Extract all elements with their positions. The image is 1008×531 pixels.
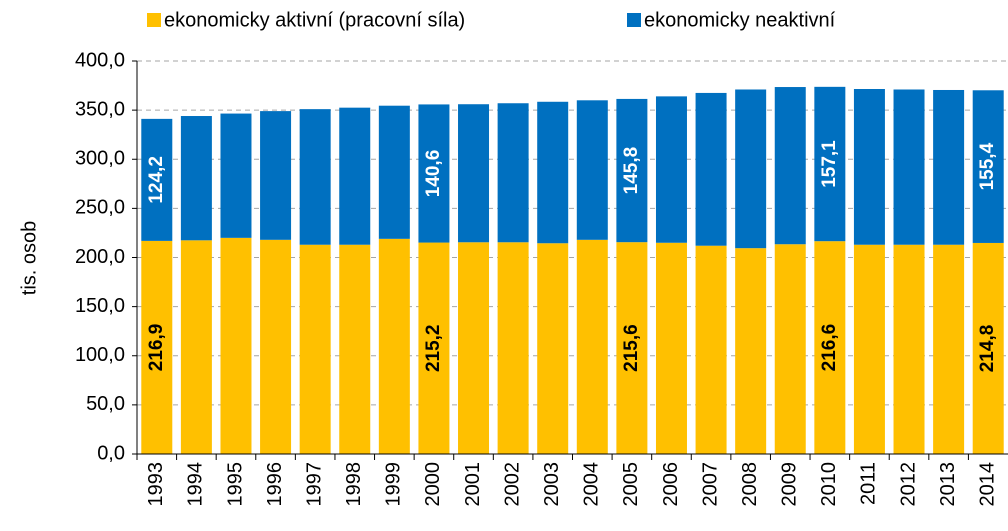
bar-segment (458, 104, 490, 243)
y-tick-label: 400,0 (75, 49, 125, 71)
value-label: 216,6 (819, 324, 840, 372)
x-tick-label: 1995 (224, 462, 246, 507)
bar-segment (695, 92, 727, 246)
value-label: 215,2 (423, 325, 444, 373)
x-tick-label: 1998 (343, 462, 365, 507)
value-label: 157,1 (819, 140, 840, 188)
legend-swatch (627, 13, 641, 27)
value-label: 155,4 (977, 142, 998, 190)
y-tick-label: 0,0 (97, 442, 125, 464)
bar-segment (972, 242, 1004, 454)
x-tick-label: 2003 (541, 462, 563, 507)
x-tick-label: 2008 (739, 462, 761, 507)
legend-label: ekonomicky aktivní (pracovní síla) (164, 9, 465, 31)
x-tick-label: 2001 (462, 462, 484, 507)
bar-segment (339, 107, 371, 245)
bar-segment (774, 87, 806, 245)
x-tick-label: 2000 (422, 462, 444, 507)
value-label: 214,8 (977, 325, 998, 373)
bar-segment (893, 89, 925, 245)
bar-segment (814, 241, 846, 454)
x-tick-label: 1993 (145, 462, 167, 507)
y-tick-label: 300,0 (75, 148, 125, 170)
y-tick-label: 100,0 (75, 344, 125, 366)
bar-segment (655, 242, 687, 454)
bar-segment (260, 239, 292, 454)
bar-segment (418, 242, 450, 454)
legend-label: ekonomicky neaktivní (644, 9, 836, 31)
x-tick-label: 2012 (897, 462, 919, 507)
x-tick-label: 1997 (303, 462, 325, 507)
x-tick-label: 2009 (779, 462, 801, 507)
bar-segment (220, 237, 252, 454)
bar-segment (458, 242, 490, 454)
bar-segment (695, 245, 727, 454)
bar-segment (418, 104, 450, 243)
bar-segment (616, 98, 648, 243)
x-tick-label: 2006 (660, 462, 682, 507)
bar-segment (220, 113, 252, 238)
value-label: 140,6 (423, 150, 444, 198)
bar-segment (933, 244, 965, 454)
y-tick-label: 50,0 (86, 393, 125, 415)
y-tick-label: 150,0 (75, 295, 125, 317)
bar-segment (537, 101, 569, 244)
bar-segment (378, 238, 410, 454)
bar-segment (180, 116, 212, 241)
bar-segment (735, 89, 767, 249)
x-tick-label: 2011 (858, 462, 880, 505)
bar-segment (576, 100, 608, 240)
value-label: 145,8 (621, 147, 642, 195)
bar-segment (299, 244, 331, 454)
x-tick-label: 2002 (501, 462, 523, 507)
value-label: 124,2 (146, 156, 167, 204)
x-tick-label: 1994 (185, 462, 207, 507)
bar-segment (339, 244, 371, 454)
bar-segment (655, 96, 687, 243)
value-label: 215,6 (621, 324, 642, 372)
legend-swatch (147, 13, 161, 27)
y-axis-title: tis. osob (18, 221, 40, 295)
x-tick-label: 2005 (620, 462, 642, 507)
bar-segment (537, 243, 569, 454)
bar-segment (774, 244, 806, 454)
bar-segment (497, 103, 529, 243)
x-tick-label: 2013 (937, 462, 959, 507)
bar-segment (141, 240, 173, 454)
bar-segment (299, 109, 331, 245)
y-tick-label: 250,0 (75, 197, 125, 219)
bar-segment (735, 248, 767, 454)
x-tick-label: 2004 (581, 462, 603, 507)
bar-segment (576, 239, 608, 454)
bar-segment (141, 118, 173, 241)
bar-segment (260, 111, 292, 240)
bar-segment (378, 105, 410, 239)
x-tick-label: 2014 (976, 462, 998, 507)
x-tick-label: 2007 (699, 462, 721, 507)
x-tick-label: 1999 (383, 462, 405, 507)
bar-segment (893, 244, 925, 454)
bar-segment (853, 244, 885, 454)
x-tick-label: 1996 (264, 462, 286, 507)
bar-segment (972, 90, 1004, 243)
x-tick-label: 2010 (818, 462, 840, 507)
y-tick-label: 350,0 (75, 98, 125, 120)
bar-segment (180, 240, 212, 454)
y-tick-label: 200,0 (75, 246, 125, 268)
bar-segment (853, 89, 885, 245)
bar-segment (497, 242, 529, 454)
bar-segment (933, 89, 965, 245)
value-label: 216,9 (146, 324, 167, 372)
bar-segment (616, 242, 648, 454)
bar-segment (814, 86, 846, 242)
